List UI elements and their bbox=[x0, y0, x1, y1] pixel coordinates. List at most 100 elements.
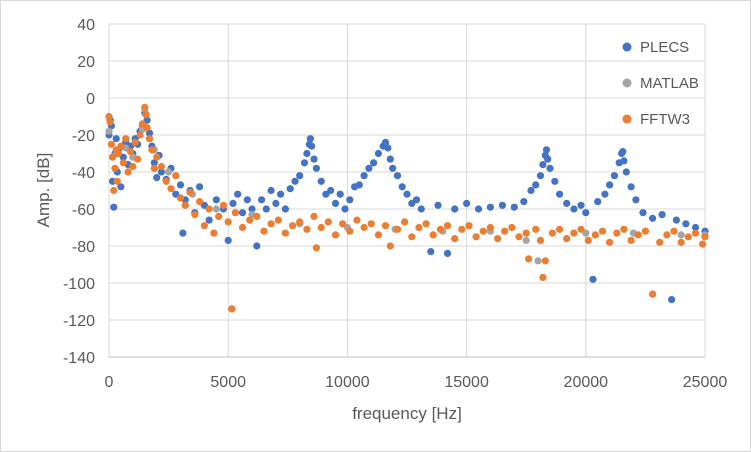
gridlines bbox=[108, 23, 706, 358]
data-point bbox=[401, 218, 409, 226]
data-point bbox=[598, 227, 607, 235]
data-point bbox=[234, 190, 242, 198]
data-point bbox=[563, 199, 571, 207]
data-point bbox=[672, 216, 681, 224]
data-point bbox=[613, 229, 621, 237]
data-point bbox=[398, 183, 406, 191]
data-point bbox=[527, 186, 535, 195]
data-point bbox=[367, 220, 375, 228]
data-point bbox=[248, 205, 256, 213]
data-point bbox=[153, 174, 161, 182]
data-point bbox=[570, 229, 578, 237]
data-point bbox=[353, 216, 361, 224]
data-point bbox=[510, 203, 518, 211]
data-point bbox=[682, 220, 690, 228]
data-point bbox=[632, 196, 640, 204]
data-point bbox=[312, 244, 320, 252]
y-tick-label: 0 bbox=[86, 91, 95, 108]
data-point bbox=[472, 233, 480, 241]
data-point bbox=[403, 190, 411, 198]
data-point bbox=[162, 177, 170, 185]
data-point bbox=[606, 238, 614, 246]
data-point bbox=[165, 168, 173, 176]
data-point bbox=[296, 172, 304, 180]
data-point bbox=[360, 172, 368, 180]
data-point bbox=[539, 161, 547, 169]
data-point bbox=[186, 188, 194, 196]
data-point bbox=[150, 164, 158, 172]
data-point bbox=[532, 181, 540, 189]
x-tick-label: 5000 bbox=[210, 374, 246, 391]
data-point bbox=[148, 146, 156, 154]
legend-item-plecs[interactable]: PLECS bbox=[622, 39, 690, 56]
data-point bbox=[415, 223, 423, 232]
data-point bbox=[670, 227, 678, 235]
data-point bbox=[536, 172, 545, 180]
data-point bbox=[536, 236, 545, 244]
data-point bbox=[663, 231, 671, 239]
legend-marker bbox=[622, 78, 632, 88]
data-point bbox=[677, 238, 685, 246]
data-point bbox=[272, 199, 280, 207]
data-point bbox=[582, 229, 590, 237]
data-point bbox=[594, 198, 602, 206]
data-point bbox=[117, 142, 125, 150]
data-point bbox=[176, 181, 185, 189]
data-point bbox=[412, 196, 421, 204]
data-point bbox=[303, 225, 311, 233]
data-point bbox=[542, 146, 551, 154]
data-point bbox=[124, 168, 132, 176]
legend[interactable]: PLECS MATLAB FFTW3 bbox=[622, 39, 699, 128]
legend-item-matlab[interactable]: MATLAB bbox=[622, 75, 699, 92]
data-point bbox=[150, 159, 158, 167]
data-point bbox=[109, 153, 117, 161]
y-tick-label: 40 bbox=[77, 17, 95, 34]
data-point bbox=[267, 220, 275, 228]
data-point bbox=[346, 227, 354, 235]
data-point bbox=[634, 231, 642, 239]
legend-item-fftw3[interactable]: FFTW3 bbox=[622, 111, 691, 128]
data-point bbox=[267, 186, 275, 195]
data-point bbox=[296, 218, 304, 226]
data-point bbox=[341, 205, 349, 213]
data-point bbox=[443, 222, 452, 230]
y-tick-label: -100 bbox=[63, 276, 95, 293]
data-point bbox=[627, 183, 635, 191]
data-point bbox=[134, 155, 142, 163]
data-point bbox=[310, 212, 318, 220]
data-point bbox=[534, 257, 542, 265]
data-point bbox=[393, 172, 402, 180]
data-point bbox=[246, 216, 254, 224]
data-point bbox=[384, 144, 392, 152]
data-point bbox=[317, 177, 325, 185]
data-point bbox=[451, 205, 459, 213]
data-point bbox=[355, 181, 363, 189]
data-point bbox=[308, 142, 316, 150]
data-point bbox=[106, 118, 114, 126]
data-point bbox=[215, 212, 223, 220]
data-point bbox=[331, 231, 340, 239]
series-fftw3 bbox=[105, 103, 709, 313]
data-point bbox=[539, 273, 547, 281]
data-point bbox=[238, 223, 247, 232]
data-point bbox=[110, 203, 118, 211]
data-point bbox=[422, 220, 430, 228]
data-point bbox=[606, 181, 614, 189]
data-point bbox=[620, 225, 628, 233]
tick-labels: -140 -120 -100 -80 -60 -40 -20 0 20 40 0 5000 10000 1… bbox=[63, 17, 727, 391]
data-point bbox=[172, 172, 180, 180]
data-point bbox=[224, 218, 232, 226]
data-point bbox=[196, 183, 204, 191]
data-point bbox=[157, 162, 165, 171]
data-point bbox=[306, 135, 314, 143]
data-point bbox=[253, 242, 261, 250]
data-point bbox=[417, 205, 425, 213]
data-point bbox=[463, 199, 471, 207]
data-point bbox=[145, 129, 154, 137]
data-point bbox=[434, 201, 442, 209]
series-plecs bbox=[105, 109, 709, 304]
legend-label: MATLAB bbox=[640, 75, 699, 92]
data-point bbox=[286, 185, 294, 193]
data-point bbox=[408, 233, 416, 241]
data-point bbox=[551, 177, 559, 185]
